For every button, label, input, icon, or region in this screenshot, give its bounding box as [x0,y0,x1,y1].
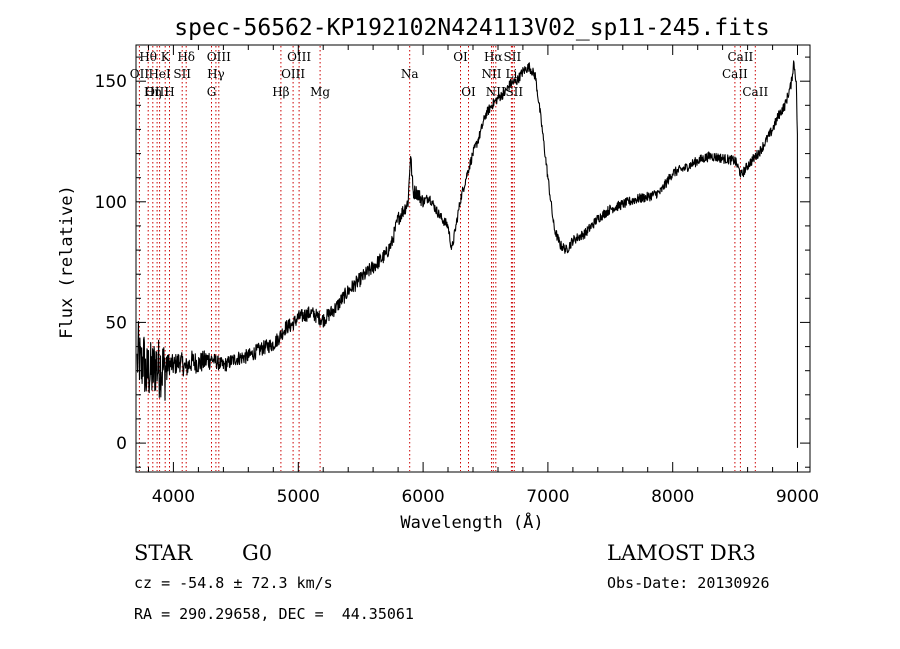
spectral-line-label: CaII [722,67,748,81]
spectral-line-label: Hδ [177,50,195,64]
x-tick-label: 9000 [776,487,819,507]
spectral-line-label: OI [453,50,468,64]
observation-date: Obs-Date: 20130926 [607,574,770,592]
spectral-line-label: SII [504,50,522,64]
survey-name: LAMOST DR3 [607,541,756,565]
spectral-line-label: Hη [144,85,162,99]
y-tick-label: 150 [95,72,127,92]
object-subclass: G0 [242,541,272,565]
object-class: STAR [134,541,193,565]
spectral-line-label: CaII [727,50,753,64]
x-axis-label: Wavelength (Å) [400,511,543,533]
y-axis-ticks: 0 50 100 150 [95,56,810,468]
x-tick-label: 8000 [651,487,694,507]
spectral-line-label: G [207,85,217,99]
x-tick-label: 7000 [526,487,569,507]
spectral-line-label: OIII [145,85,169,99]
x-axis-ticks: 4000 5000 6000 7000 8000 9000 [148,45,819,507]
spectral-line-label: CaII [742,85,768,99]
spectral-line-label: OII [130,67,150,81]
spectral-line-label: SII [173,67,191,81]
sky-coordinates: RA = 290.29658, DEC = 44.35061 [134,605,414,623]
spectral-line-label: Hβ [272,85,289,99]
spectral-line-label: SII [505,85,523,99]
y-axis-label: Flux (relative) [57,185,77,339]
spectral-line-label: Na [401,67,419,81]
y-tick-label: 0 [116,434,127,454]
spectral-line-label: HeI [148,67,171,81]
spectral-line-markers [138,46,756,471]
spectral-line-label: K [161,50,171,64]
x-tick-label: 4000 [152,487,195,507]
x-tick-label: 6000 [401,487,444,507]
y-tick-label: 50 [105,313,127,333]
y-tick-label: 100 [95,193,127,213]
spectral-line-label: Hγ [207,67,225,81]
spectrum-line [136,60,799,448]
x-tick-label: 5000 [277,487,320,507]
spectral-line-label: OIII [287,50,311,64]
spectral-line-label: OIII [281,67,305,81]
spectral-line-label: Hθ [139,50,157,64]
spectral-line-label: OI [461,85,476,99]
spectral-line-label: Hα [484,50,503,64]
spectral-line-label: Mg [310,85,330,99]
redshift-velocity: cz = -54.8 ± 72.3 km/s [134,574,333,592]
spectral-line-label: NII [482,67,502,81]
spectral-line-label: Li [505,67,517,81]
chart-title: spec-56562-KP192102N424113V02_sp11-245.f… [174,15,769,41]
spectral-line-label: H [164,85,174,99]
plot-frame [135,44,811,473]
spectral-line-label: OIII [207,50,231,64]
